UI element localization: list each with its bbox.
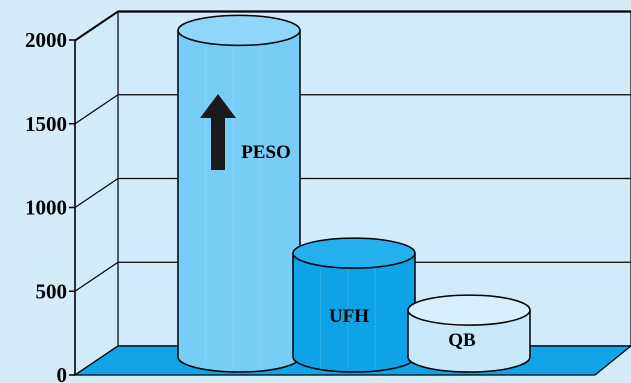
- y-tick-label: 2000: [25, 28, 67, 52]
- bar-qb: [407, 309, 531, 373]
- gridline-depth: [74, 178, 119, 208]
- bar-label-peso: PESO: [241, 142, 291, 163]
- gridline-depth: [74, 261, 119, 292]
- up-arrow-icon: [200, 94, 236, 170]
- bar-top-ufh: [292, 237, 416, 269]
- y-tick-label: 500: [36, 279, 68, 303]
- y-tick-label: 0: [57, 363, 68, 383]
- gridline-depth: [74, 10, 119, 41]
- bar-peso: [177, 29, 301, 373]
- bar-top-qb: [407, 294, 531, 326]
- bar-label-ufh: UFH: [329, 306, 369, 327]
- y-tick-label: 1500: [25, 112, 67, 136]
- y-tick-label: 1000: [25, 196, 67, 220]
- bar-top-peso: [177, 14, 301, 47]
- bar-label-qb: QB: [448, 330, 476, 351]
- gridline-depth: [74, 94, 119, 125]
